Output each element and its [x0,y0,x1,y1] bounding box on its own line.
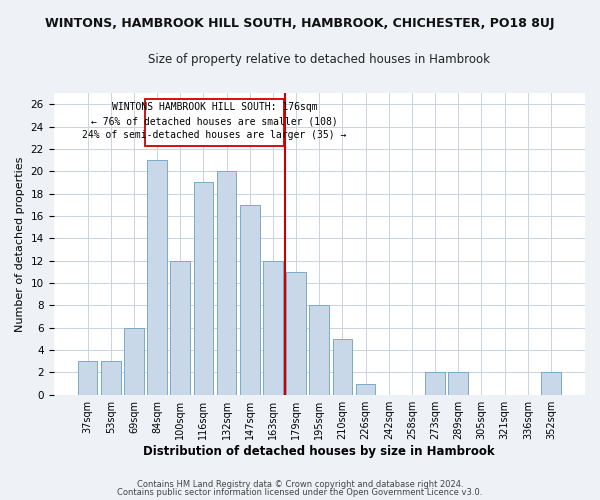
Bar [101,361,121,394]
Y-axis label: Number of detached properties: Number of detached properties [15,156,25,332]
Bar [425,372,445,394]
Bar [170,260,190,394]
Text: WINTONS HAMBROOK HILL SOUTH: 176sqm: WINTONS HAMBROOK HILL SOUTH: 176sqm [112,102,317,112]
Bar [240,205,260,394]
FancyBboxPatch shape [145,98,284,146]
Bar [77,361,97,394]
Bar [217,172,236,394]
Bar [541,372,561,394]
Bar [124,328,144,394]
X-axis label: Distribution of detached houses by size in Hambrook: Distribution of detached houses by size … [143,444,495,458]
Text: WINTONS, HAMBROOK HILL SOUTH, HAMBROOK, CHICHESTER, PO18 8UJ: WINTONS, HAMBROOK HILL SOUTH, HAMBROOK, … [45,18,555,30]
Bar [147,160,167,394]
Bar [263,260,283,394]
Bar [310,306,329,394]
Bar [286,272,306,394]
Text: ← 76% of detached houses are smaller (108): ← 76% of detached houses are smaller (10… [91,116,338,126]
Text: Contains HM Land Registry data © Crown copyright and database right 2024.: Contains HM Land Registry data © Crown c… [137,480,463,489]
Title: Size of property relative to detached houses in Hambrook: Size of property relative to detached ho… [148,52,490,66]
Bar [356,384,376,394]
Bar [194,182,213,394]
Bar [332,339,352,394]
Text: Contains public sector information licensed under the Open Government Licence v3: Contains public sector information licen… [118,488,482,497]
Bar [448,372,468,394]
Text: 24% of semi-detached houses are larger (35) →: 24% of semi-detached houses are larger (… [82,130,347,140]
